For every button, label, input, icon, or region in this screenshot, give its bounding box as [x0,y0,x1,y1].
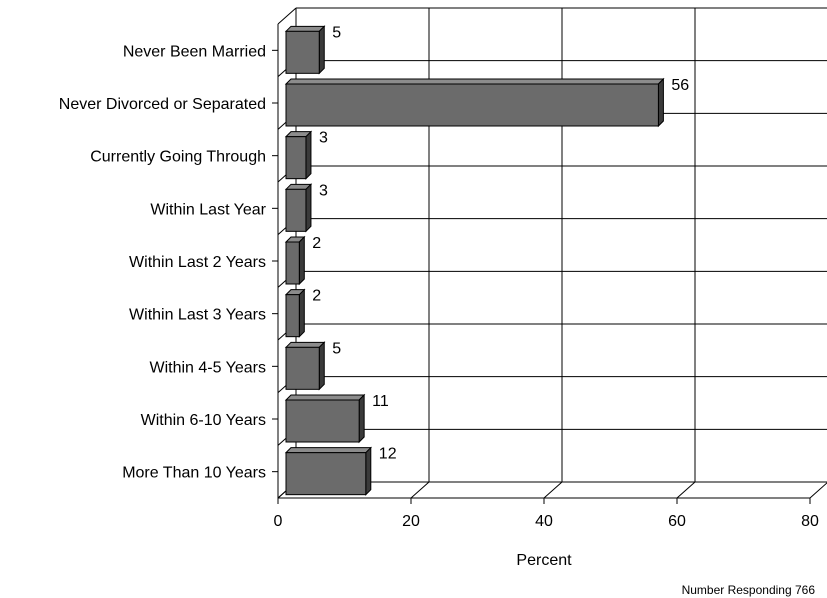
bar-side-face [298,288,305,338]
bar-6 [284,288,306,338]
wall-gridline [277,7,297,25]
bar-side-face [318,25,325,75]
bar-front-face [285,241,300,285]
x-tick-label: 80 [801,513,819,530]
category-label: Within 6-10 Years [141,412,266,429]
bar-front-face [285,83,659,127]
bar-top-face [284,341,326,348]
bar-side-face [305,130,312,180]
x-tick-label: 0 [274,513,283,530]
bar-front-face [285,136,307,180]
bar-5 [284,235,306,286]
value-label: 2 [312,288,321,305]
respondents-note: Number Responding 766 [682,583,816,597]
bar-top-face [284,447,373,454]
value-label: 3 [319,130,328,147]
bar-2 [284,77,665,128]
bar-top-face [284,394,366,401]
bar-side-face [657,77,664,128]
category-label: Within Last Year [150,201,266,218]
bar-side-face [318,341,325,391]
floor-gridline [809,482,827,499]
bar-front-face [285,294,300,338]
value-label: 12 [379,446,397,463]
bar-front-face [285,188,307,232]
bars [284,25,665,496]
value-label: 56 [671,77,689,94]
category-label: More Than 10 Years [122,465,266,482]
labels: 5 Never Been Married 56 Never Divorced or S… [59,24,819,530]
bar-front-face [285,452,367,496]
bar-top-face [284,78,665,85]
bar-front-face [285,399,360,443]
value-label: 2 [312,235,321,252]
x-tick-label: 60 [668,513,686,530]
bar-7 [284,341,326,391]
x-tick-label: 40 [535,513,553,530]
bar-side-face [298,235,305,286]
bar-4 [284,183,313,233]
category-label: Currently Going Through [90,149,266,166]
value-label: 5 [332,340,341,357]
category-label: Within 4-5 Years [149,359,266,376]
value-label: 11 [372,393,389,410]
bar-9 [284,446,373,496]
bar-3 [284,130,313,180]
bar-top-face [284,25,326,32]
category-label: Never Divorced or Separated [59,96,266,113]
category-label: Within Last 2 Years [129,254,266,271]
bar-front-face [285,30,320,74]
x-tick-label: 20 [402,513,420,530]
floor-gridline [676,481,696,499]
x-axis-title: Percent [516,552,572,569]
category-label: Never Been Married [123,43,266,60]
bar-1 [284,25,326,75]
value-label: 3 [319,182,328,199]
floor-gridline [543,481,563,499]
bar-8 [284,393,366,444]
bar-front-face [285,346,320,390]
floor-gridline [410,481,430,499]
bar-side-face [365,446,372,496]
bar-side-face [358,393,365,444]
value-label: 5 [332,24,341,41]
bar-side-face [305,183,312,233]
category-label: Within Last 3 Years [129,307,266,324]
